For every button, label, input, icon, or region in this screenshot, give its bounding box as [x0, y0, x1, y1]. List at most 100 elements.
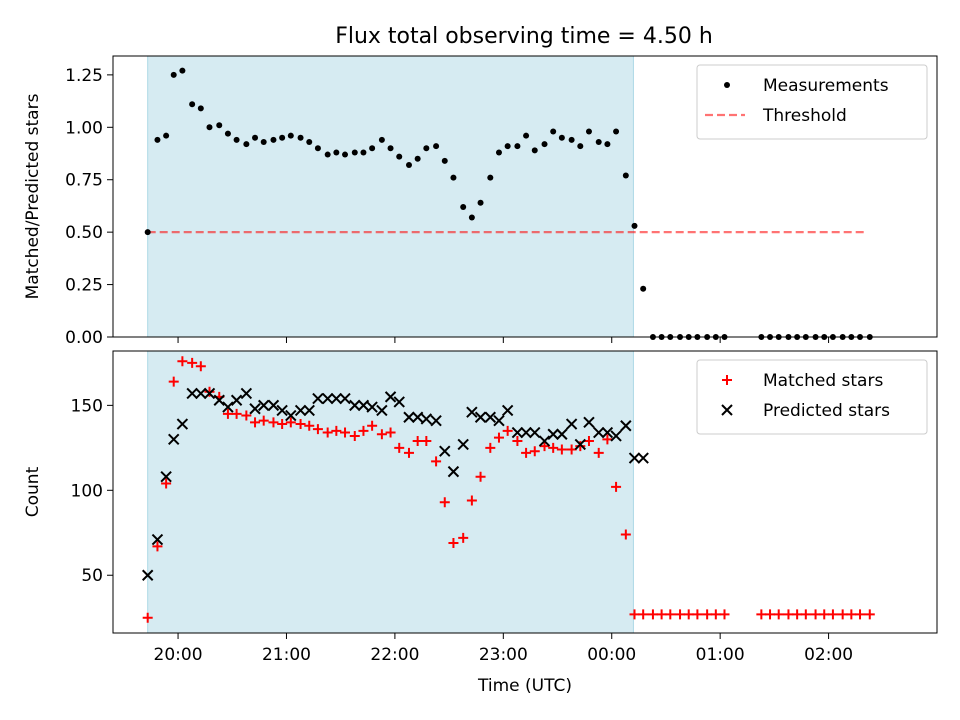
matched-stars-point — [593, 447, 604, 458]
predicted-stars-point — [141, 569, 154, 581]
measurement-point — [441, 157, 448, 164]
predicted-stars-point — [312, 392, 324, 405]
matched-stars-point — [475, 471, 486, 482]
predicted-stars-point — [420, 413, 433, 425]
measurement-point — [631, 222, 638, 229]
matched-stars-point — [358, 425, 369, 436]
top-axes-frame — [112, 55, 938, 338]
matched-stars-point — [403, 447, 414, 458]
predicted-stars-point — [610, 430, 622, 442]
matched-stars-point — [412, 436, 423, 447]
bottom-y-axis-label: Count — [23, 466, 43, 517]
measurement-point — [640, 285, 647, 292]
matched-stars-point — [268, 417, 279, 428]
matched-stars-point — [285, 417, 296, 428]
matched-stars-point — [161, 478, 172, 489]
y-tick-label: 0.25 — [65, 276, 103, 296]
legend-label: Measurements — [763, 76, 889, 96]
predicted-stars-point — [366, 401, 378, 413]
predicted-stars-point — [628, 452, 641, 464]
y-tick-label: 50 — [81, 566, 103, 586]
matched-stars-point — [683, 609, 694, 620]
predicted-stars-point — [160, 471, 172, 483]
matched-stars-point — [448, 537, 459, 548]
matched-stars-point — [385, 427, 396, 438]
predicted-stars-point — [601, 426, 614, 439]
matched-stars-point — [539, 441, 550, 452]
measurement-point — [154, 136, 161, 143]
bottom-data-layer — [141, 356, 875, 623]
matched-stars-point — [556, 444, 567, 455]
measurement-point — [577, 143, 584, 150]
matched-stars-point — [431, 456, 442, 467]
x-tick-label: 21:00 — [262, 645, 311, 665]
predicted-stars-point — [203, 387, 216, 400]
matched-stars-point — [458, 532, 469, 543]
measurement-point — [287, 132, 294, 139]
measurement-point — [622, 172, 629, 179]
measurement-point — [360, 149, 367, 156]
matched-stars-point — [855, 609, 866, 620]
predicted-stars-point — [222, 401, 234, 413]
top-y-axis-label: Matched/Predicted stars — [23, 93, 43, 299]
matched-stars-point — [792, 609, 803, 620]
matched-stars-point — [566, 444, 577, 455]
predicted-stars-point — [376, 404, 388, 417]
measurement-point — [531, 147, 538, 154]
bottom-shaded-region — [147, 350, 634, 634]
predicted-stars-point — [294, 404, 307, 417]
bottom-y-ticks: 50 100 150 — [71, 396, 113, 586]
matched-stars-point — [629, 609, 640, 620]
matched-stars-point — [647, 609, 658, 620]
measurement-point — [243, 141, 250, 148]
y-tick-label: 0.50 — [65, 223, 103, 243]
matched-stars-point — [719, 609, 730, 620]
predicted-stars-point — [511, 426, 524, 439]
predicted-stars-point — [168, 433, 180, 446]
measurement-point — [170, 71, 177, 78]
measurement-point — [270, 136, 277, 143]
matched-stars-point — [529, 446, 540, 457]
top-legend: Measurements Threshold — [696, 64, 928, 140]
measurement-point — [613, 128, 620, 135]
legend-box — [696, 359, 928, 435]
predicted-stars-point — [637, 452, 649, 464]
matched-stars-point — [783, 609, 794, 620]
bottom-legend: Matched stars Predicted stars — [696, 359, 928, 435]
predicted-stars-point — [457, 438, 469, 451]
legend-box — [696, 64, 928, 140]
matched-stars-point — [152, 541, 163, 552]
x-tick-label: 01:00 — [696, 645, 745, 665]
predicted-stars-point — [583, 416, 595, 429]
measurement-point — [252, 134, 259, 141]
predicted-stars-point — [257, 399, 270, 412]
matched-stars-point — [204, 386, 215, 397]
matched-stars-point — [295, 419, 306, 430]
measurement-point — [144, 229, 151, 236]
predicted-stars-point — [384, 391, 397, 403]
predicted-stars-point — [186, 387, 198, 400]
predicted-stars-point — [556, 428, 568, 440]
matched-stars-point — [493, 432, 504, 443]
measurement-point — [541, 141, 548, 148]
top-x-ticks — [177, 337, 830, 343]
matched-stars-point — [322, 427, 333, 438]
matched-stars-point — [304, 420, 315, 431]
predicted-stars-point — [240, 387, 253, 400]
matched-stars-point — [512, 436, 523, 447]
x-axis-label: Time (UTC) — [477, 676, 572, 696]
measurement-point — [306, 138, 313, 145]
measurement-point — [450, 174, 457, 181]
measurement-point — [224, 130, 231, 137]
predicted-stars-point — [357, 399, 370, 412]
predicted-stars-point — [213, 394, 225, 406]
measurement-point — [179, 67, 186, 74]
measurement-point — [189, 101, 196, 108]
bottom-panel: 50 100 150 20:00 21:00 22:00 23:00 00:00 01:00 0… — [23, 350, 938, 696]
measurement-point — [423, 145, 430, 152]
measurement-point — [396, 153, 403, 160]
matched-stars-point — [620, 529, 631, 540]
matched-stars-point — [638, 609, 649, 620]
y-tick-label: 0.00 — [65, 328, 103, 348]
matched-stars-point — [819, 609, 830, 620]
